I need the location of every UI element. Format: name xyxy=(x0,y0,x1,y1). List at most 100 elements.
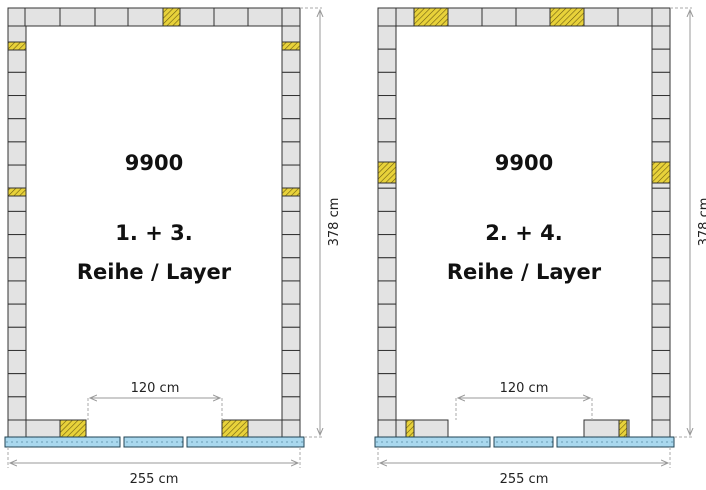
wall-block xyxy=(651,349,671,375)
wall-block xyxy=(281,164,301,189)
wall-block xyxy=(377,303,397,328)
wall-block xyxy=(651,48,671,73)
foundation xyxy=(186,436,305,448)
wall-block xyxy=(25,419,61,438)
foundation xyxy=(123,436,184,448)
wall-block-cut xyxy=(377,161,397,184)
wall-block xyxy=(213,7,249,27)
wall-block xyxy=(7,349,27,375)
wall-block xyxy=(94,7,129,27)
wall-block xyxy=(651,210,671,236)
wall-block xyxy=(481,7,517,27)
wall-block xyxy=(515,7,551,27)
wall-block xyxy=(651,396,671,421)
wall-block xyxy=(377,71,397,97)
wall-block xyxy=(281,95,301,120)
wall-block xyxy=(377,373,397,398)
wall-block xyxy=(395,7,415,27)
wall-block xyxy=(281,141,301,166)
floor-plan: 9900 2. + 4. Reihe / Layer 378 cm 120 cm 255 … xyxy=(374,7,706,487)
wall-block xyxy=(162,7,181,27)
wall-block xyxy=(651,326,671,351)
wall-block-cut xyxy=(221,419,249,438)
height-dim: 378 cm xyxy=(327,198,342,247)
wall-block xyxy=(651,187,671,212)
wall-block xyxy=(7,141,27,166)
wall-block xyxy=(7,210,27,236)
wall-block xyxy=(281,326,301,351)
wall-block-cut xyxy=(618,419,628,438)
wall-block xyxy=(281,71,301,97)
wall-block xyxy=(179,7,215,27)
wall-block xyxy=(7,164,27,189)
wall-block-cut xyxy=(7,187,27,197)
wall-block xyxy=(7,326,27,351)
wall-block xyxy=(281,373,301,398)
wall-block xyxy=(651,373,671,398)
wall-block xyxy=(7,48,27,73)
wall-block xyxy=(281,257,301,282)
panel-code: 9900 xyxy=(495,151,553,175)
wall-block xyxy=(7,257,27,282)
wall-block-cut xyxy=(405,419,415,438)
wall-block xyxy=(247,7,283,27)
wall-block xyxy=(447,7,483,27)
wall-block xyxy=(377,280,397,305)
wall-block xyxy=(617,7,653,27)
foundation xyxy=(374,436,491,448)
wall-block xyxy=(7,71,27,97)
wall-block xyxy=(7,95,27,120)
wall-block xyxy=(377,419,397,438)
wall-block xyxy=(583,419,620,438)
wall-block xyxy=(651,71,671,97)
wall-block xyxy=(7,118,27,143)
wall-block xyxy=(7,419,27,438)
wall-block xyxy=(281,48,301,73)
opening-dim: 120 cm xyxy=(131,381,180,396)
opening-dim: 120 cm xyxy=(500,381,549,396)
wall-block xyxy=(281,210,301,236)
wall-block-cut xyxy=(59,419,87,438)
wall-block xyxy=(377,326,397,351)
wall-block xyxy=(281,118,301,143)
wall-block xyxy=(281,349,301,375)
panel-code: 9900 xyxy=(125,151,183,175)
wall-block-cut xyxy=(7,41,27,51)
wall-block xyxy=(281,234,301,259)
wall-block xyxy=(7,7,26,27)
wall-block xyxy=(651,280,671,305)
wall-block xyxy=(377,257,397,282)
wall-block xyxy=(281,419,301,438)
wall-block xyxy=(651,419,671,438)
wall-block xyxy=(377,95,397,120)
wall-block xyxy=(583,7,619,27)
wall-block xyxy=(377,118,397,143)
foundation xyxy=(4,436,121,448)
wall-block xyxy=(651,95,671,120)
wall-block-cut xyxy=(281,187,301,197)
wall-block xyxy=(377,187,397,212)
layer-number: 1. + 3. xyxy=(115,221,192,245)
wall-block xyxy=(247,419,283,438)
wall-block xyxy=(59,7,96,27)
width-dim: 255 cm xyxy=(130,472,179,487)
wall-block xyxy=(281,280,301,305)
wall-block xyxy=(24,7,61,27)
wall-block xyxy=(651,303,671,328)
wall-block xyxy=(651,7,671,27)
wall-block xyxy=(377,396,397,421)
layer-number: 2. + 4. xyxy=(485,221,562,245)
height-dim: 378 cm xyxy=(697,198,706,247)
wall-block xyxy=(651,234,671,259)
wall-block xyxy=(281,396,301,421)
wall-block xyxy=(395,419,407,438)
wall-block-cut xyxy=(651,161,671,184)
floor-plan: 9900 1. + 3. Reihe / Layer 378 cm 120 cm 255 … xyxy=(4,7,342,487)
wall-block xyxy=(7,234,27,259)
layer-label: Reihe / Layer xyxy=(447,260,602,284)
wall-block xyxy=(651,25,671,50)
wall-block-cut xyxy=(281,41,301,51)
foundation xyxy=(493,436,554,448)
wall-block xyxy=(377,210,397,236)
